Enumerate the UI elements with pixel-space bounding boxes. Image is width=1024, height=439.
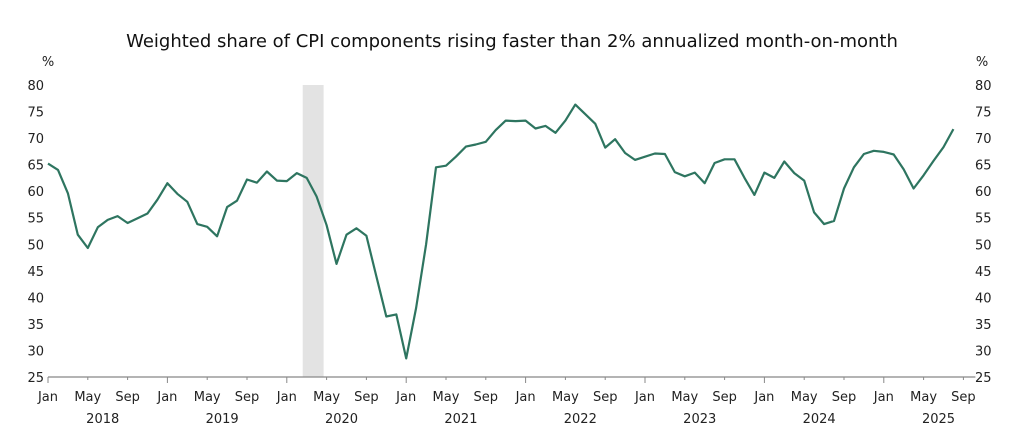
shaded-region	[302, 85, 324, 377]
y-tick-label-left: 45	[27, 265, 44, 280]
y-axis-unit-right: %	[976, 55, 988, 70]
y-tick-label-right: 30	[975, 344, 992, 359]
x-tick-label: Sep	[832, 390, 857, 405]
x-year-label: 2019	[206, 412, 239, 427]
x-tick-label: Sep	[115, 390, 140, 405]
y-tick-label-right: 60	[975, 185, 992, 200]
y-tick-label-left: 25	[27, 371, 44, 386]
x-year-label: 2024	[803, 412, 836, 427]
y-tick-label-left: 60	[27, 185, 44, 200]
x-tick-label: Sep	[235, 390, 260, 405]
y-tick-label-left: 80	[27, 79, 44, 94]
x-tick-label: May	[313, 390, 340, 405]
y-tick-label-left: 35	[27, 318, 44, 333]
x-tick-label: Sep	[354, 390, 379, 405]
y-tick-label-right: 80	[975, 79, 992, 94]
x-tick-label: Jan	[873, 390, 894, 405]
y-tick-label-right: 40	[975, 291, 992, 306]
series-line	[47, 103, 955, 360]
y-axis-unit-left: %	[42, 55, 54, 70]
y-tick-label-right: 45	[975, 265, 992, 280]
x-tick-label: May	[910, 390, 937, 405]
x-year-label: 2021	[444, 412, 477, 427]
y-tick-label-right: 65	[975, 159, 992, 174]
x-tick-label: May	[74, 390, 101, 405]
y-tick-label-left: 40	[27, 291, 44, 306]
x-year-label: 2022	[564, 412, 597, 427]
y-tick-label-right: 55	[975, 212, 992, 227]
x-tick-label: Jan	[634, 390, 655, 405]
x-tick-label: Sep	[951, 390, 976, 405]
x-tick-label: Jan	[37, 390, 58, 405]
x-year-label: 2020	[325, 412, 358, 427]
x-tick-label: May	[791, 390, 818, 405]
x-tick-label: Jan	[276, 390, 297, 405]
y-tick-label-left: 30	[27, 344, 44, 359]
x-year-label: 2023	[683, 412, 716, 427]
y-tick-label-left: 65	[27, 159, 44, 174]
y-tick-label-left: 70	[27, 132, 44, 147]
x-tick-label: Sep	[474, 390, 499, 405]
y-tick-label-right: 75	[975, 106, 992, 121]
x-tick-label: May	[552, 390, 579, 405]
x-tick-label: Jan	[156, 390, 177, 405]
y-tick-label-right: 50	[975, 238, 992, 253]
x-tick-label: Jan	[395, 390, 416, 405]
x-tick-label: Sep	[712, 390, 737, 405]
x-year-label: 2018	[86, 412, 119, 427]
x-tick-label: Jan	[753, 390, 774, 405]
x-tick-label: May	[433, 390, 460, 405]
y-tick-label-left: 50	[27, 238, 44, 253]
y-tick-label-right: 25	[975, 371, 992, 386]
x-tick-label: May	[194, 390, 221, 405]
y-tick-label-right: 70	[975, 132, 992, 147]
y-tick-label-left: 75	[27, 106, 44, 121]
x-tick-label: May	[671, 390, 698, 405]
chart-title: Weighted share of CPI components rising …	[126, 31, 898, 52]
x-tick-label: Jan	[515, 390, 536, 405]
y-tick-label-right: 35	[975, 318, 992, 333]
y-tick-label-left: 55	[27, 212, 44, 227]
x-tick-label: Sep	[593, 390, 618, 405]
x-year-label: 2025	[922, 412, 955, 427]
